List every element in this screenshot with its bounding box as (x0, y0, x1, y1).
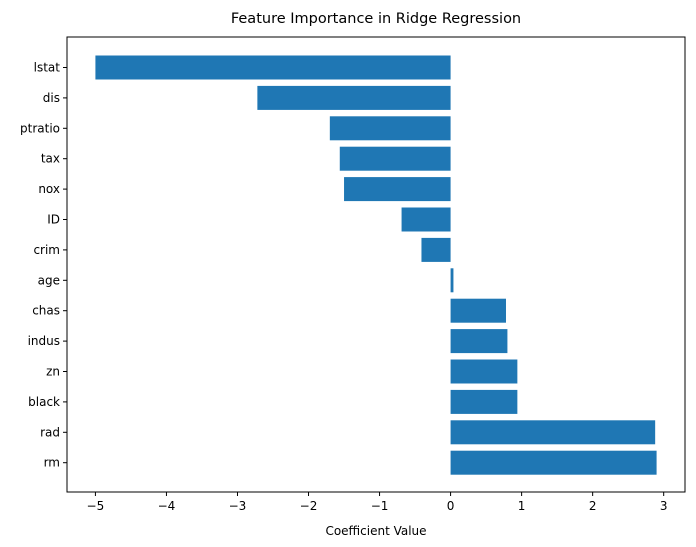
bar-lstat (95, 55, 451, 80)
y-tick-label: crim (33, 243, 60, 257)
plot-frame (66, 36, 686, 493)
y-tick-label: chas (32, 304, 60, 318)
y-tick-label: indus (28, 334, 60, 348)
x-tick-label: 3 (660, 499, 668, 513)
x-tick-label: −4 (158, 499, 176, 513)
chart-title: Feature Importance in Ridge Regression (231, 11, 521, 27)
bar-crim (421, 237, 451, 262)
bar-ptratio (329, 116, 451, 141)
x-tick-label: −3 (229, 499, 247, 513)
bar-tax (339, 146, 451, 171)
y-tick-label: zn (46, 365, 60, 379)
x-tick-label: −5 (87, 499, 105, 513)
x-tick-label: −2 (300, 499, 318, 513)
bar-dis (257, 85, 451, 110)
y-tick-label: tax (41, 152, 60, 166)
x-tick-label: 0 (447, 499, 455, 513)
x-tick-label: 2 (589, 499, 597, 513)
x-tick-label: −1 (371, 499, 389, 513)
bar-nox (344, 177, 451, 202)
bar-zn (450, 359, 518, 384)
x-axis-title: Coefficient Value (325, 524, 426, 538)
y-tick-label: age (38, 273, 60, 287)
bar-indus (450, 329, 508, 354)
bar-black (450, 389, 518, 414)
x-tick-label: 1 (518, 499, 526, 513)
bar-id (401, 207, 451, 232)
bar-rm (450, 450, 657, 475)
bar-chas (450, 298, 506, 323)
y-axis: lstat dis ptratio tax nox ID crim age chas indus z… (20, 61, 67, 470)
bar-rad (450, 420, 656, 445)
bar-age (450, 268, 454, 293)
y-tick-label: black (28, 395, 60, 409)
y-tick-label: ID (47, 213, 60, 227)
y-tick-label: rm (44, 456, 60, 470)
y-tick-label: ptratio (20, 121, 60, 135)
x-axis: −5 −4 −3 −2 −1 0 1 2 3 (87, 492, 668, 513)
y-tick-label: rad (40, 425, 60, 439)
y-tick-label: nox (38, 182, 60, 196)
y-tick-label: lstat (34, 61, 61, 75)
y-tick-label: dis (43, 91, 60, 105)
bars-group (95, 55, 657, 475)
